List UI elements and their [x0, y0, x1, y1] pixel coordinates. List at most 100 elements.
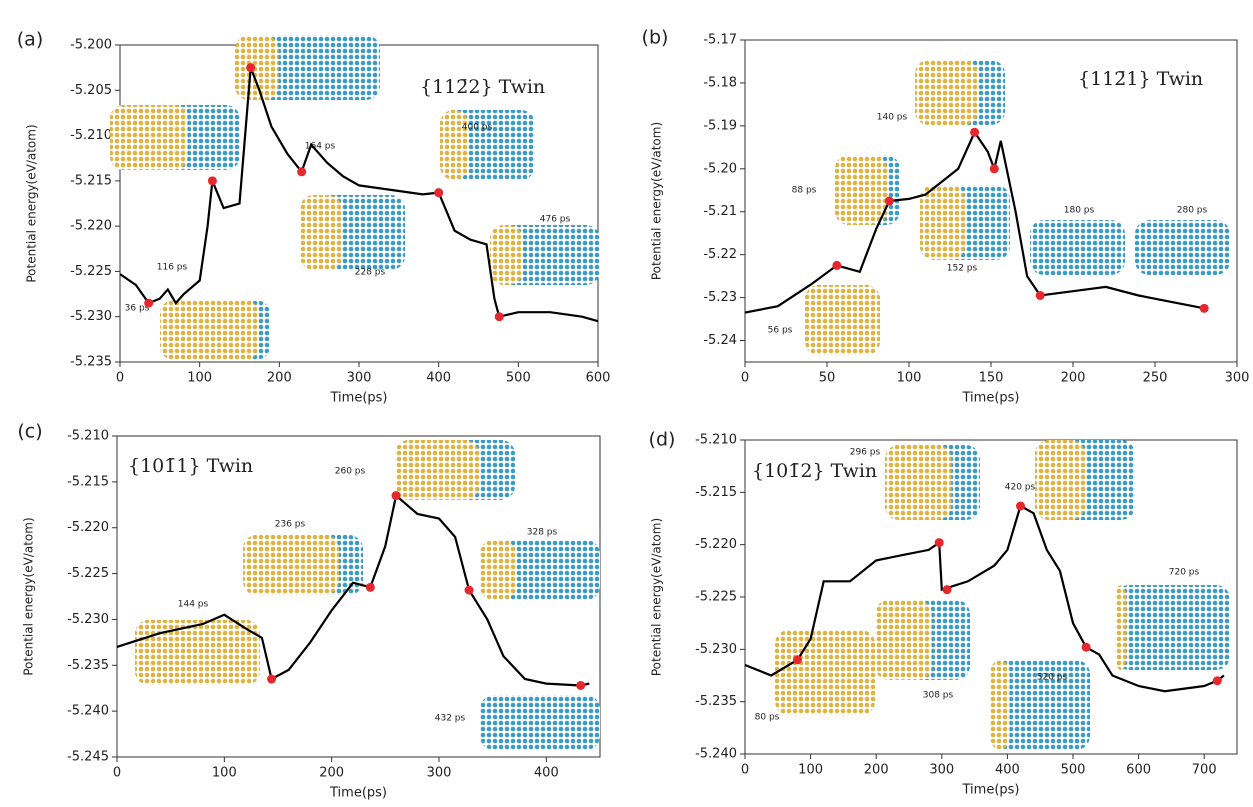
y-tick-label: -5.20	[703, 161, 737, 176]
twin-annotation: {101̄1} Twin	[128, 455, 253, 477]
highlight-point	[792, 655, 802, 665]
x-tick-label: 100	[897, 371, 922, 386]
x-tick-label: 300	[1225, 371, 1250, 386]
highlight-point	[989, 164, 999, 174]
highlight-point	[942, 585, 952, 595]
snapshot	[235, 35, 279, 100]
snapshot-label: 88 ps	[792, 186, 817, 196]
x-tick-label: 0	[116, 371, 124, 386]
snapshot-label: 228 ps	[355, 268, 386, 278]
snapshot	[243, 535, 339, 595]
y-tick-label: -5.19	[703, 118, 737, 133]
x-tick-label: 250	[1143, 371, 1168, 386]
x-tick-label: 0	[741, 763, 749, 778]
y-tick-label: -5.235	[695, 694, 737, 709]
highlight-point	[144, 298, 154, 308]
highlight-point	[391, 491, 401, 501]
y-tick-label: -5.235	[70, 355, 112, 370]
y-tick-label: -5.21	[703, 204, 737, 219]
x-tick-label: 150	[979, 371, 1004, 386]
highlight-point	[970, 127, 980, 137]
panel-label: (d)	[649, 429, 676, 451]
snapshot-label: 36 ps	[125, 304, 150, 314]
highlight-point	[832, 260, 842, 270]
snapshot	[835, 155, 887, 225]
x-tick-label: 600	[1126, 763, 1151, 778]
x-tick-label: 600	[586, 371, 611, 386]
y-axis-label: Potential energy(eV/atom)	[25, 124, 39, 282]
snapshot-label: 296 ps	[850, 448, 881, 458]
y-tick-label: -5.17	[703, 33, 737, 48]
y-tick-label: -5.225	[67, 566, 109, 581]
highlight-point	[1081, 642, 1091, 652]
snapshot-label: 56 ps	[768, 326, 793, 336]
y-tick-label: -5.22	[703, 247, 737, 262]
snapshot	[110, 105, 188, 170]
highlight-point	[934, 538, 944, 548]
x-tick-label: 200	[267, 371, 292, 386]
panel-label: (b)	[642, 27, 669, 49]
highlight-point	[576, 680, 586, 690]
energy-line	[116, 493, 590, 687]
twin-annotation: {112̄1} Twin	[1078, 68, 1203, 90]
highlight-point	[207, 176, 217, 186]
highlight-point	[884, 196, 894, 206]
snapshot-label: 280 ps	[1177, 206, 1208, 216]
y-tick-label: -5.230	[67, 612, 109, 627]
snapshot-label: 152 ps	[947, 264, 978, 274]
snapshot	[1035, 440, 1085, 520]
x-tick-label: 100	[187, 371, 212, 386]
highlight-point	[494, 312, 504, 322]
x-tick-label: 200	[1061, 371, 1086, 386]
plot-frame	[116, 435, 601, 758]
energy-line	[744, 504, 1225, 693]
snapshot	[920, 185, 965, 260]
highlight-point	[434, 188, 444, 198]
snapshot	[300, 195, 342, 270]
snapshot-label: 520 ps	[1037, 673, 1068, 683]
x-tick-label: 400	[426, 371, 451, 386]
snapshot-label: 720 ps	[1169, 568, 1200, 578]
snapshot-label: 164 ps	[305, 142, 336, 152]
panel-label: (a)	[17, 29, 43, 51]
x-tick-label: 400	[995, 763, 1020, 778]
x-tick-label: 200	[319, 766, 344, 781]
y-tick-label: -5.230	[695, 642, 737, 657]
x-axis-label: Time(ps)	[330, 391, 388, 406]
x-tick-label: 0	[113, 766, 121, 781]
y-tick-label: -5.230	[70, 309, 112, 324]
snapshot-label: 328 ps	[527, 528, 558, 538]
snapshot	[1135, 220, 1230, 275]
snapshot	[135, 620, 260, 685]
twin-annotation: {101̄2} Twin	[752, 460, 877, 482]
snapshot	[490, 225, 523, 285]
y-tick-label: -5.220	[695, 537, 737, 552]
snapshot	[1115, 585, 1230, 670]
highlight-point	[1035, 290, 1045, 300]
x-tick-label: 100	[798, 763, 823, 778]
highlight-point	[1212, 676, 1222, 686]
twin-annotation: {112̄2} Twin	[420, 76, 545, 98]
x-axis-label: Time(ps)	[329, 786, 387, 801]
y-tick-label: -5.215	[67, 474, 109, 489]
snapshot-label: 308 ps	[923, 691, 954, 701]
x-tick-label: 300	[347, 371, 372, 386]
y-tick-label: -5.23	[703, 290, 737, 305]
y-tick-label: -5.225	[70, 264, 112, 279]
highlight-point	[464, 585, 474, 595]
snapshot	[160, 300, 259, 360]
snapshot	[440, 110, 469, 180]
y-tick-label: -5.240	[67, 704, 109, 719]
highlight-point	[246, 63, 256, 73]
snapshot-label: 80 ps	[755, 713, 780, 723]
x-tick-label: 700	[1192, 763, 1217, 778]
snapshot	[480, 540, 516, 600]
x-tick-label: 0	[741, 371, 749, 386]
y-tick-label: -5.18	[703, 75, 737, 90]
snapshot-label: 116 ps	[157, 263, 188, 273]
y-tick-label: -5.225	[695, 590, 737, 605]
snapshot-label: 400 ps	[462, 123, 493, 133]
highlight-point	[1199, 303, 1209, 313]
